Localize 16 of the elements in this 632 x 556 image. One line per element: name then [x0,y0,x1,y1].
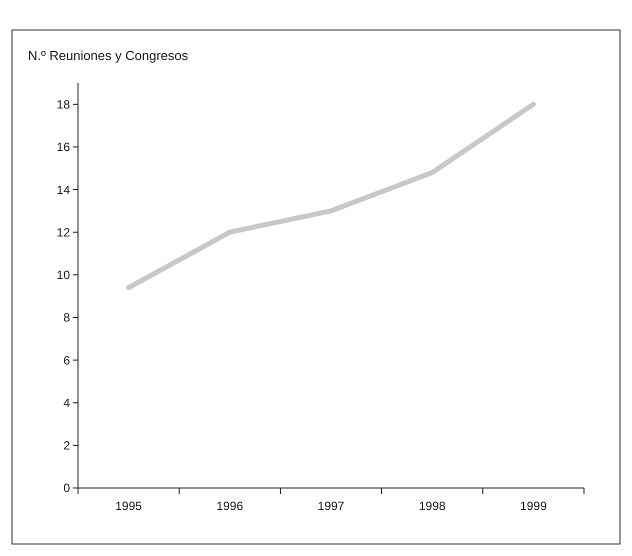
y-tick-label: 18 [56,98,70,112]
x-tick-label: 1998 [418,499,446,513]
y-tick-label: 4 [63,396,70,410]
x-tick-label: 1996 [216,499,244,513]
y-tick-label: 2 [63,438,70,453]
x-tick-label: 1997 [318,499,345,513]
y-tick-label: 8 [63,310,70,325]
y-tick-label: 16 [56,140,70,154]
y-tick-label: 0 [63,481,70,496]
chart-title: N.º Reuniones y Congresos [28,48,189,63]
x-tick-label: 1999 [520,499,548,513]
x-tick-label: 1995 [115,499,142,513]
y-tick-label: 10 [56,268,70,282]
y-tick-label: 6 [63,353,70,368]
y-tick-label: 12 [56,225,70,240]
y-tick-label: 14 [56,182,70,197]
